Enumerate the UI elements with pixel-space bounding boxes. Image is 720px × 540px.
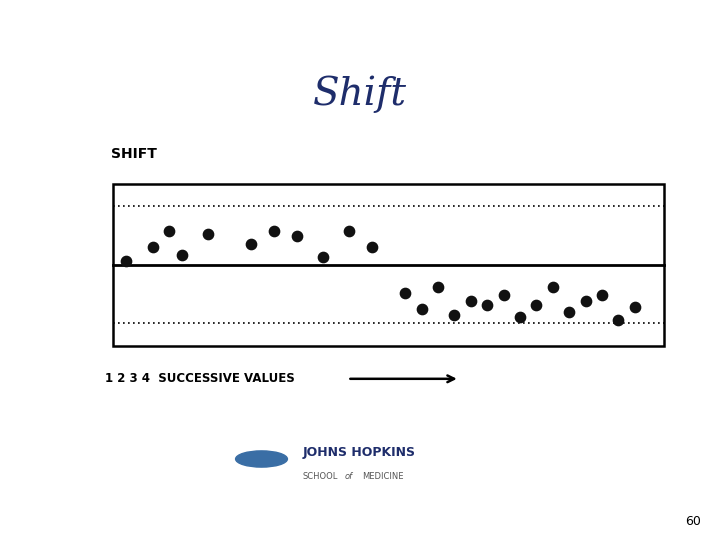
Point — [547, 283, 559, 292]
Point — [400, 288, 411, 297]
Text: Patient Safety Monitoring in International Laboratories (SMILE): Patient Safety Monitoring in Internation… — [122, 23, 621, 37]
Point — [318, 252, 329, 261]
Point — [176, 251, 188, 259]
Point — [246, 240, 257, 248]
Bar — [113, 184, 665, 346]
Text: 1 2 3 4  SUCCESSIVE VALUES: 1 2 3 4 SUCCESSIVE VALUES — [105, 372, 295, 386]
Point — [343, 226, 355, 235]
Text: of: of — [344, 472, 353, 481]
Point — [432, 283, 444, 292]
Text: Shift: Shift — [313, 76, 407, 113]
Point — [202, 230, 214, 238]
Point — [269, 226, 280, 235]
Point — [482, 301, 493, 309]
Point — [163, 226, 175, 235]
Circle shape — [235, 451, 287, 467]
Text: MEDICINE: MEDICINE — [363, 472, 404, 481]
Point — [629, 302, 641, 311]
Point — [449, 310, 460, 319]
Point — [465, 297, 477, 306]
Text: 60: 60 — [685, 515, 701, 528]
Point — [498, 291, 509, 300]
Text: SCHOOL: SCHOOL — [303, 472, 338, 481]
Point — [121, 256, 132, 265]
Point — [613, 315, 624, 324]
Text: SHIFT: SHIFT — [112, 147, 157, 161]
Point — [564, 307, 575, 316]
Point — [366, 242, 378, 251]
Point — [416, 305, 428, 313]
Point — [514, 313, 526, 321]
Point — [147, 242, 158, 251]
Point — [596, 291, 608, 300]
Text: JOHNS HOPKINS: JOHNS HOPKINS — [303, 446, 416, 459]
Point — [580, 297, 591, 306]
Point — [531, 301, 542, 309]
Point — [291, 232, 302, 241]
